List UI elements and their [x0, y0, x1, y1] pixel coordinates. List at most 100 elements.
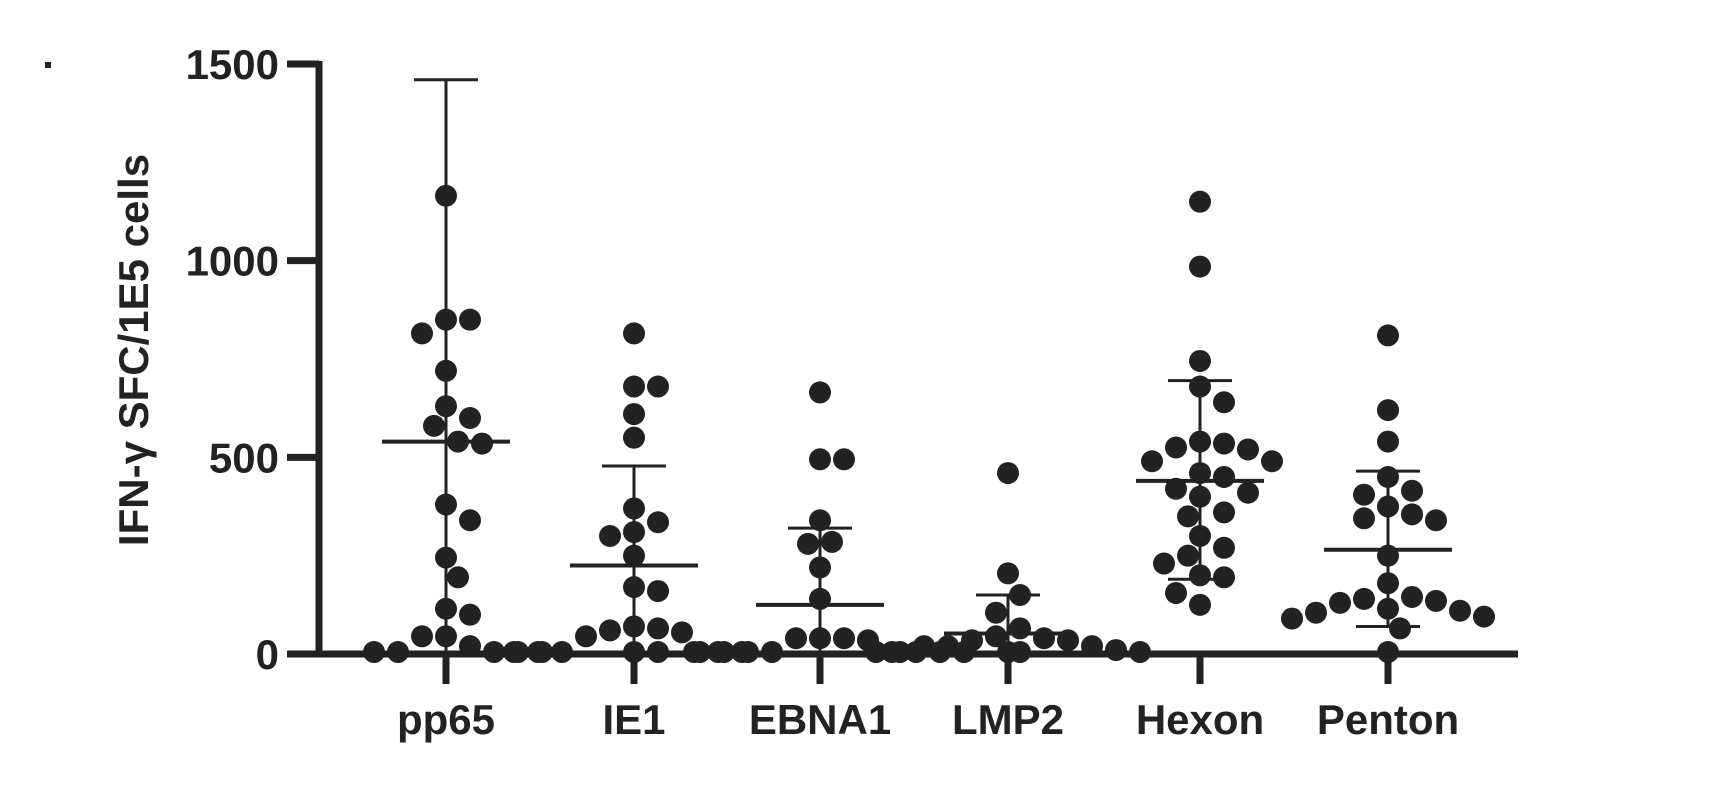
data-point — [671, 621, 693, 644]
x-tick-label-hexon: Hexon — [1136, 696, 1264, 743]
data-point — [797, 532, 819, 555]
data-point — [1153, 552, 1175, 575]
x-tick-labels: pp65 IE1 EBNA1 LMP2 Hexon Penton — [397, 696, 1459, 743]
y-tick-label: 0 — [256, 631, 279, 678]
data-point — [1177, 544, 1199, 567]
data-point — [1353, 507, 1375, 530]
data-point — [1213, 432, 1235, 455]
data-point — [363, 641, 385, 664]
data-point — [459, 407, 481, 429]
data-point — [1353, 587, 1375, 610]
data-point — [889, 641, 911, 664]
data-point — [1473, 605, 1495, 628]
data-point — [1213, 536, 1235, 559]
data-point — [647, 641, 669, 664]
data-point — [459, 308, 481, 331]
data-point — [821, 530, 843, 553]
data-point — [1033, 627, 1055, 650]
data-point — [761, 641, 783, 664]
data-point — [1129, 641, 1151, 664]
group-lmp2 — [865, 462, 1151, 664]
data-point — [1449, 599, 1471, 622]
data-point — [575, 625, 597, 648]
data-point — [713, 641, 735, 664]
data-point — [809, 448, 831, 471]
data-point — [647, 617, 669, 640]
data-point — [1329, 591, 1351, 614]
data-point — [865, 641, 887, 664]
data-point — [997, 562, 1019, 585]
data-point — [1177, 505, 1199, 528]
data-point — [1141, 450, 1163, 473]
data-point — [1189, 255, 1211, 278]
data-point — [913, 635, 935, 658]
y-tick-label: 1500 — [186, 41, 279, 88]
data-point — [1213, 391, 1235, 414]
data-point — [527, 641, 549, 664]
data-point — [1389, 617, 1411, 640]
axes — [315, 61, 1518, 684]
data-point — [1425, 589, 1447, 612]
data-point — [411, 322, 433, 345]
data-point — [833, 627, 855, 650]
data-point — [623, 403, 645, 426]
data-point — [1281, 607, 1303, 630]
corner-dot — [45, 62, 51, 68]
data-point — [459, 635, 481, 658]
data-point — [1305, 601, 1327, 624]
y-axis-title: IFN-γ SFC/1E5 cells — [110, 154, 157, 546]
group-ie1 — [503, 322, 753, 664]
data-point — [809, 381, 831, 404]
data-point — [809, 509, 831, 532]
group-ebna1 — [689, 381, 975, 664]
y-tick-label: 1000 — [186, 238, 279, 285]
data-point — [647, 511, 669, 534]
data-point — [599, 525, 621, 547]
data-point — [1213, 466, 1235, 488]
data-point — [1081, 635, 1103, 658]
x-tick-label-lmp2: LMP2 — [952, 696, 1064, 743]
data-point — [483, 641, 505, 664]
data-point — [1401, 503, 1423, 526]
data-point — [387, 641, 409, 664]
data-point — [623, 375, 645, 398]
group-pp65 — [363, 78, 553, 664]
group-hexon — [1136, 190, 1283, 616]
data-point — [785, 627, 807, 650]
y-ticks: 0 500 1000 1500 — [186, 41, 319, 678]
x-tick-label-penton: Penton — [1317, 696, 1459, 743]
data-point — [1261, 450, 1283, 473]
data-point — [737, 641, 759, 664]
data-point — [1353, 483, 1375, 506]
data-point — [1189, 593, 1211, 616]
data-point — [1425, 509, 1447, 532]
data-point — [1009, 617, 1031, 640]
group-penton — [1281, 324, 1495, 664]
data-point — [447, 566, 469, 589]
data-point — [1105, 639, 1127, 662]
data-point — [1377, 399, 1399, 422]
data-point — [833, 448, 855, 471]
data-point — [411, 625, 433, 648]
data-point — [937, 635, 959, 658]
data-point — [1377, 641, 1399, 664]
x-tick-label-ebna1: EBNA1 — [749, 696, 891, 743]
data-groups — [363, 78, 1495, 664]
data-point — [599, 619, 621, 642]
data-point — [1189, 349, 1211, 372]
data-point — [647, 375, 669, 398]
data-point — [459, 603, 481, 626]
data-point — [503, 641, 525, 664]
x-tick-label-pp65: pp65 — [397, 696, 495, 743]
y-tick-label: 500 — [209, 434, 279, 481]
x-tick-label-ie1: IE1 — [602, 696, 665, 743]
data-point — [551, 641, 573, 664]
data-point — [1165, 582, 1187, 605]
data-point — [1401, 479, 1423, 502]
data-point — [1237, 481, 1259, 504]
data-point — [423, 414, 445, 437]
data-point — [1401, 585, 1423, 608]
data-point — [623, 322, 645, 345]
data-point — [1237, 438, 1259, 461]
